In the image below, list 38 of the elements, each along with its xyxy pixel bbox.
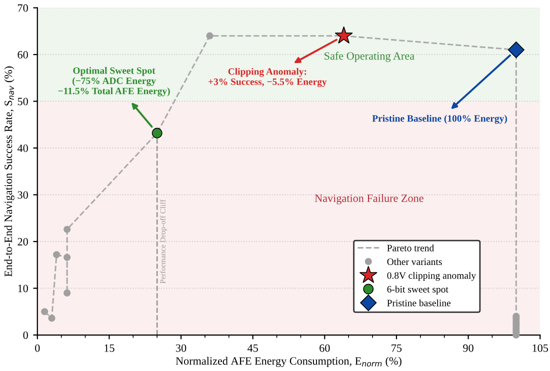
y-tick-label: 40 [17, 144, 28, 152]
point [53, 251, 60, 258]
y-tick-label: 20 [18, 238, 28, 246]
point [206, 32, 214, 40]
point [48, 314, 56, 322]
annotation: Pristine Baseline (100% Energy) [372, 114, 507, 124]
x-tick-label: 90 [463, 344, 474, 352]
x-tick-label: 75 [392, 344, 402, 352]
y-tick-label: 60 [18, 51, 28, 58]
x-tick-label: 45 [248, 344, 258, 352]
band-label: Navigation Failure Zone [314, 194, 424, 204]
annotation: Optimal Sweet Spot (−75% ADC Energy −11.5% Total AFE Energy) [58, 67, 170, 96]
y-tick-label: 70 [18, 4, 28, 12]
y-axis-title: End-to-End Navigation Success Rate, S$_{nav}$ (%) [4, 66, 14, 277]
point [152, 128, 162, 138]
x-tick-label: 30 [176, 344, 186, 352]
point [41, 308, 48, 316]
point [508, 42, 524, 58]
legend-label: Pareto trend [387, 244, 434, 252]
y-tick-label: 0 [23, 331, 28, 339]
legend-label: Pristine baseline [387, 299, 450, 306]
legend-label: 0.8V clipping anomaly [387, 272, 476, 281]
x-tick-label: 105 [532, 344, 548, 352]
y-tick-label: 50 [18, 98, 28, 106]
band-label: Safe Operating Area [324, 52, 414, 62]
point [64, 226, 71, 233]
x-tick-label: 60 [320, 344, 330, 352]
point [334, 26, 353, 44]
legend-label: Other variants [387, 258, 442, 266]
y-tick-label: 10 [18, 284, 28, 292]
x-tick-label: 15 [104, 344, 114, 352]
x-axis-title: Normalized AFE Energy Consumption, E$_{norm}$ (%) [176, 356, 402, 368]
point [64, 289, 71, 296]
legend-label: 6-bit sweet spot [387, 286, 448, 295]
point [64, 254, 71, 261]
y-tick-label: 30 [18, 191, 28, 199]
annotation: Clipping Anomaly: +3% Success, −5.5% Energy [208, 68, 327, 88]
x-tick-label: 0 [35, 344, 40, 352]
